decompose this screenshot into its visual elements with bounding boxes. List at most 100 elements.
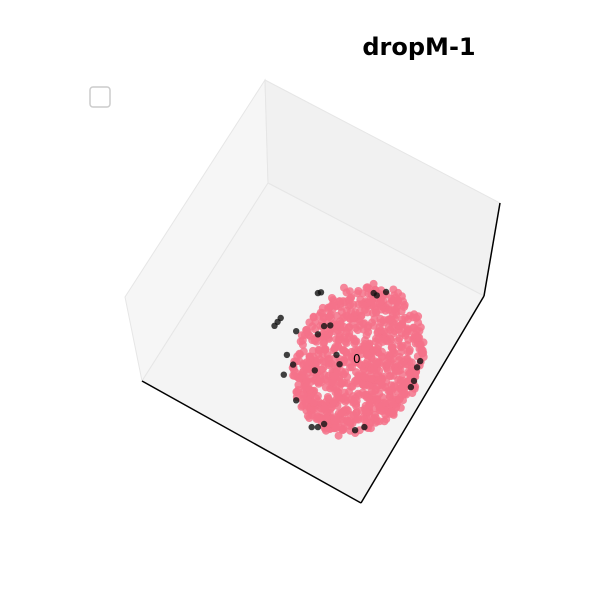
outlier-point (411, 378, 417, 384)
cluster-0-point (372, 387, 380, 395)
cluster-0-point (389, 350, 397, 358)
cluster-0-point (388, 399, 396, 407)
cluster-0-point (328, 403, 336, 411)
cluster-0-point (378, 348, 386, 356)
cluster-0-point (359, 289, 367, 297)
cluster-0-point (324, 395, 332, 403)
cluster-0-point (373, 360, 381, 368)
cluster-0-point (349, 397, 357, 405)
outlier-point (336, 361, 342, 367)
cluster-label-0: 0 (353, 352, 361, 366)
cluster-0-point (328, 301, 336, 309)
cluster-0-point (400, 303, 408, 311)
cluster-0-point (346, 287, 354, 295)
outlier-point (417, 358, 423, 364)
outlier-point (278, 315, 284, 321)
cluster-0-point (354, 390, 362, 398)
cluster-0-point (340, 419, 348, 427)
cluster-0-point (337, 303, 345, 311)
cluster-0-point (329, 379, 337, 387)
cluster-0-point (302, 326, 310, 334)
cluster-0-point (395, 396, 403, 404)
cluster-0-point (315, 378, 323, 386)
cluster-0-point (339, 408, 347, 416)
outlier-point (293, 328, 299, 334)
cluster-0-point (305, 385, 313, 393)
cluster-0-point (377, 378, 385, 386)
outlier-point (281, 372, 287, 378)
cluster-0-point (332, 422, 340, 430)
cluster-0-point (409, 324, 417, 332)
cluster-0-point (339, 314, 347, 322)
cluster-0-point (414, 312, 422, 320)
outlier-point (321, 421, 327, 427)
cluster-0-point (297, 338, 305, 346)
cluster-0-point (303, 365, 311, 373)
cluster-0-point (378, 306, 386, 314)
cluster-0-point (341, 338, 349, 346)
cluster-0-point (406, 346, 414, 354)
cluster-0-point (347, 383, 355, 391)
cluster-0-point (412, 331, 420, 339)
cluster-0-point (313, 414, 321, 422)
cluster-0-point (315, 312, 323, 320)
cluster-0-point (349, 419, 357, 427)
cluster-0-point (392, 367, 400, 375)
outlier-point (333, 352, 339, 358)
cluster-0-point (385, 306, 393, 314)
outlier-point (284, 352, 290, 358)
cluster-0-point (299, 391, 307, 399)
outlier-point (312, 367, 318, 373)
cluster-0-point (314, 392, 322, 400)
outlier-point (414, 364, 420, 370)
outlier-point (293, 397, 299, 403)
cluster-0-point (296, 350, 304, 358)
cluster-0-point (399, 342, 407, 350)
cluster-0-point (391, 383, 399, 391)
cluster-0-point (417, 342, 425, 350)
cluster-0-point (378, 407, 386, 415)
cluster-0-point (361, 319, 369, 327)
outlier-point (321, 323, 327, 329)
cluster-0-point (350, 335, 358, 343)
chart-title: dropM-1 (362, 33, 475, 61)
cluster-0-point (361, 373, 369, 381)
legend-box (90, 87, 110, 107)
cluster-0-point (343, 328, 351, 336)
outlier-point (374, 292, 380, 298)
cluster-0-point (351, 308, 359, 316)
cluster-0-point (309, 399, 317, 407)
cluster-0-point (371, 300, 379, 308)
outlier-point (309, 424, 315, 430)
cluster-0-point (373, 396, 381, 404)
outlier-point (408, 384, 414, 390)
cluster-0-point (335, 432, 343, 440)
cluster-0-point (390, 407, 398, 415)
outlier-point (383, 289, 389, 295)
cluster-0-point (341, 368, 349, 376)
cluster-0-point (418, 349, 426, 357)
cluster-0-point (368, 375, 376, 383)
outlier-point (361, 424, 367, 430)
outlier-point (290, 361, 296, 367)
outlier-point (315, 331, 321, 337)
cluster-0-point (383, 360, 391, 368)
cluster-0-point (374, 335, 382, 343)
cluster-0-point (325, 313, 333, 321)
cluster-0-point (397, 404, 405, 412)
cluster-0-point (395, 326, 403, 334)
cluster-0-point (333, 321, 341, 329)
cluster-0-point (388, 297, 396, 305)
outlier-point (352, 427, 358, 433)
cluster-0-point (408, 389, 416, 397)
cluster-0-point (308, 336, 316, 344)
cluster-0-point (352, 324, 360, 332)
cluster-0-point (401, 390, 409, 398)
cluster-0-point (292, 368, 300, 376)
cluster-0-point (363, 350, 371, 358)
cluster-0-point (304, 412, 312, 420)
cluster-0-point (362, 408, 370, 416)
cluster-0-point (315, 350, 323, 358)
cluster-0-point (346, 411, 354, 419)
